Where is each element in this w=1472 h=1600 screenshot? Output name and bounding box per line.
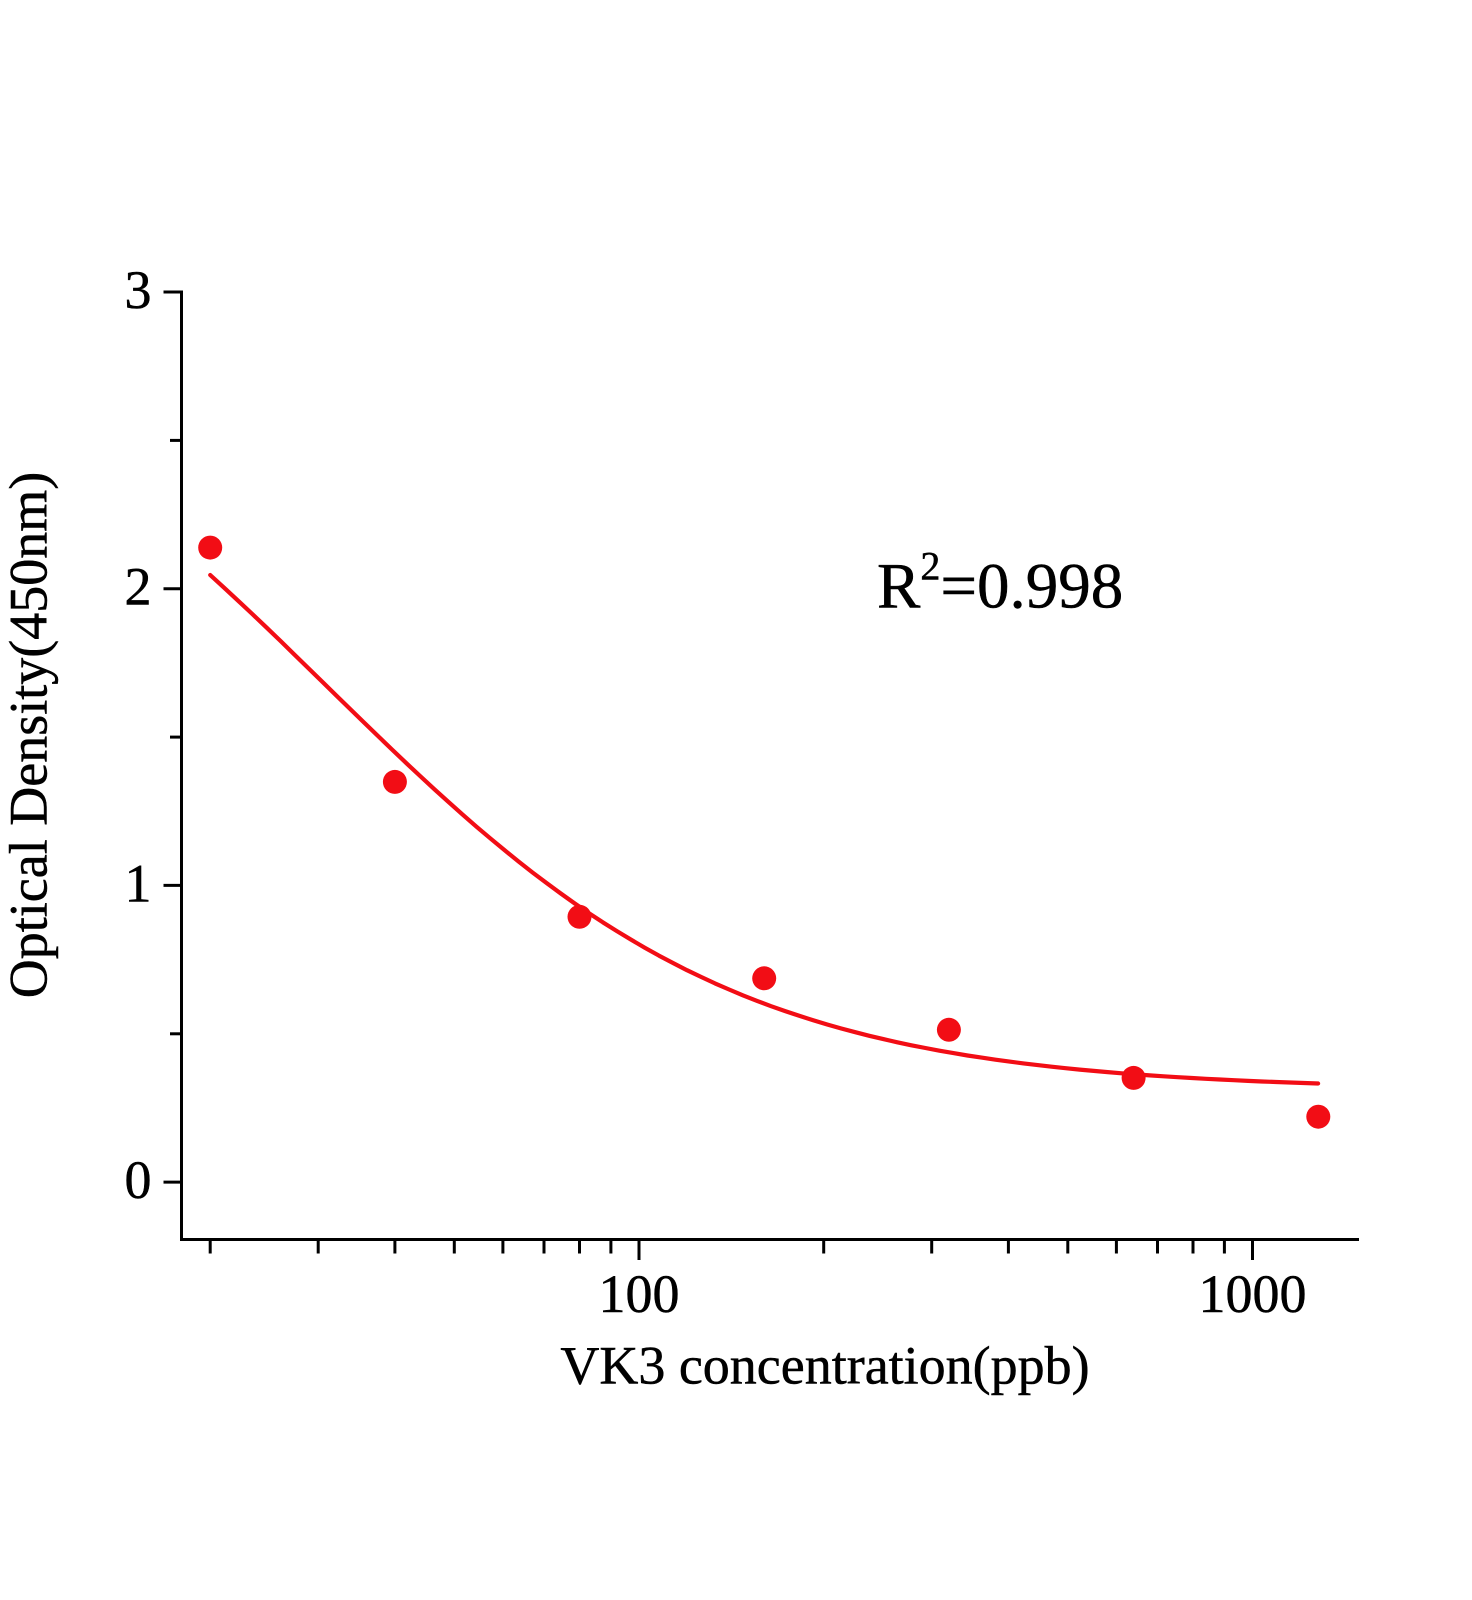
svg-text:Optical Density(450nm): Optical Density(450nm)	[0, 472, 59, 998]
svg-text:0: 0	[125, 1150, 152, 1210]
svg-text:R2=0.998: R2=0.998	[877, 544, 1123, 623]
svg-text:3: 3	[125, 260, 152, 320]
svg-text:100: 100	[599, 1264, 680, 1324]
svg-text:1: 1	[125, 853, 152, 913]
svg-text:VK3 concentration(ppb): VK3 concentration(ppb)	[560, 1336, 1089, 1396]
svg-text:2: 2	[125, 557, 152, 617]
svg-text:1000: 1000	[1199, 1264, 1307, 1324]
